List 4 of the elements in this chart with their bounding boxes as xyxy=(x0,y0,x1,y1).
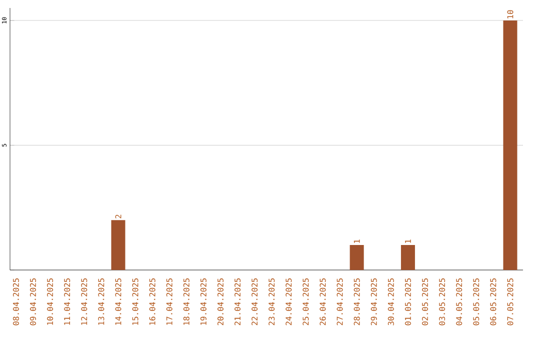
bar xyxy=(400,245,415,270)
bar xyxy=(350,245,364,270)
bar xyxy=(111,220,126,270)
bar xyxy=(503,20,518,270)
